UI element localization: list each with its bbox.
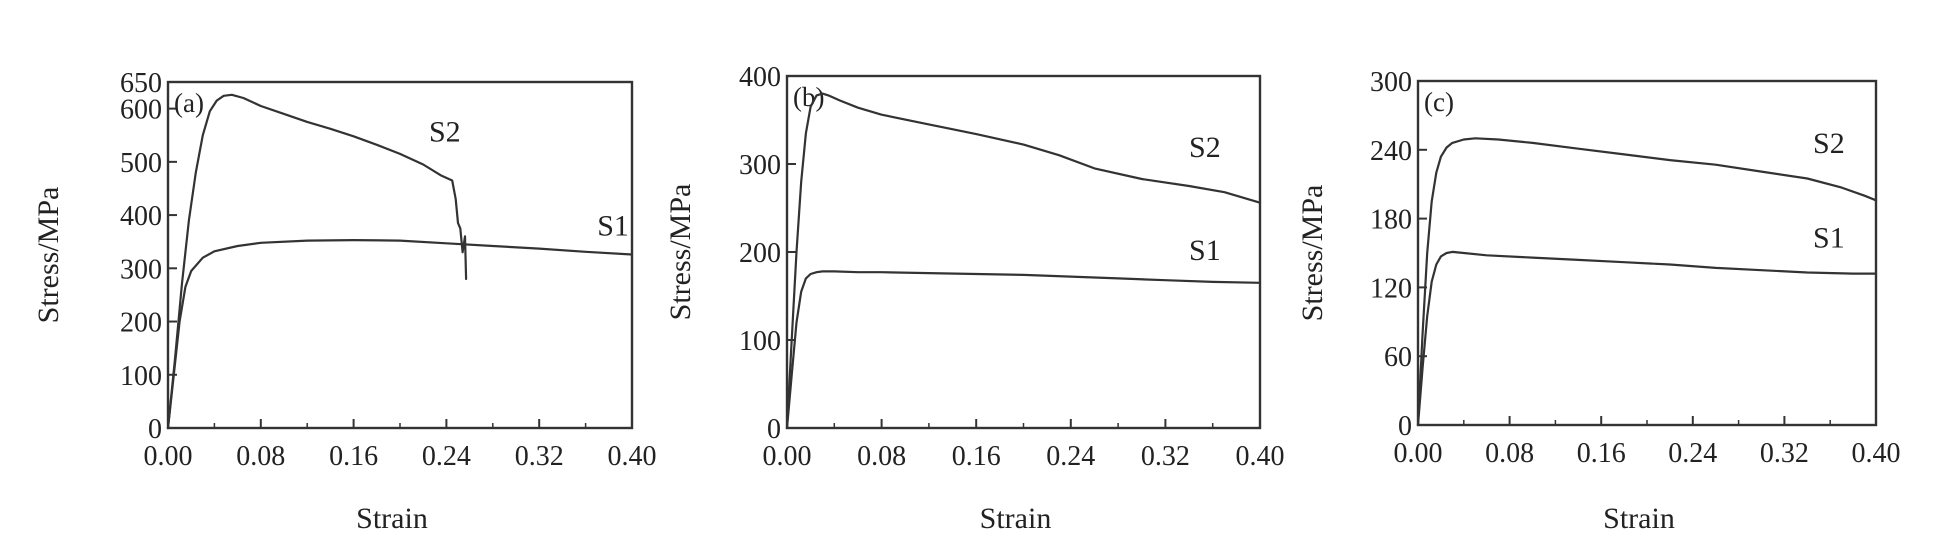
series-label-c-s1: S1: [1813, 221, 1845, 254]
x-tick-label-a-2: 0.16: [329, 441, 378, 472]
y-tick-label-c-2: 120: [1370, 273, 1412, 304]
x-tick-label-a-0: 0.00: [144, 441, 193, 472]
x-tick-label-b-0: 0.00: [763, 441, 812, 472]
panel-label-a: (a): [174, 88, 204, 118]
y-tick-label-b-3: 300: [739, 150, 781, 181]
series-line-b-s1: [785, 270, 1262, 430]
y-tick-label-a-2: 200: [120, 308, 162, 339]
x-tick-label-a-4: 0.32: [515, 441, 564, 472]
y-tick-label-b-0: 0: [767, 414, 781, 445]
y-tick-label-b-4: 400: [739, 62, 781, 93]
series-label-b-s1: S1: [1189, 234, 1221, 267]
series-line-b-s2: [785, 92, 1262, 430]
y-tick-label-a-6: 600: [120, 95, 162, 126]
y-tick-label-b-1: 100: [739, 326, 781, 357]
y-tick-label-c-3: 180: [1370, 205, 1412, 236]
series-line-a-s2: [166, 93, 468, 430]
y-tick-label-c-1: 60: [1384, 342, 1412, 373]
y-tick-label-c-5: 300: [1370, 67, 1412, 98]
panel-label-c: (c): [1424, 87, 1454, 117]
panel-a: 0.00 0.08 0.16 0.24 0.32 0.40 0 100 200 300 400 500…: [32, 68, 657, 535]
panel-b: 0.00 0.08 0.16 0.24 0.32 0.40 0 100 200 300 400 Str…: [664, 62, 1285, 535]
series-line-a-s1: [166, 239, 634, 430]
y-tick-label-a-0: 0: [148, 414, 162, 445]
x-tick-label-b-1: 0.08: [857, 441, 906, 472]
y-tick-label-c-0: 0: [1398, 411, 1412, 442]
series-label-a-s2: S2: [429, 116, 461, 149]
y-tick-label-b-2: 200: [739, 238, 781, 269]
y-tick-label-c-4: 240: [1370, 136, 1412, 167]
y-tick-label-a-5: 500: [120, 148, 162, 179]
series-label-a-s1: S1: [597, 209, 629, 242]
series-label-b-s2: S2: [1189, 131, 1221, 164]
x-tick-label-b-5: 0.40: [1236, 441, 1285, 472]
panel-label-b: (b): [793, 82, 824, 112]
x-tick-label-c-0: 0.00: [1394, 438, 1443, 469]
x-tick-label-c-3: 0.24: [1668, 438, 1717, 469]
y-axis-title-b: Stress/MPa: [664, 184, 697, 321]
plot-frame-c: [1416, 79, 1878, 427]
panel-c: 0.00 0.08 0.16 0.24 0.32 0.40 0 60 120 180 240 300 S…: [1296, 67, 1901, 535]
x-tick-label-a-3: 0.24: [422, 441, 471, 472]
x-axis-title-b: Strain: [980, 502, 1052, 535]
y-tick-label-a-4: 400: [120, 201, 162, 232]
series-line-c-s1: [1416, 250, 1878, 427]
y-tick-label-a-7: 650: [120, 68, 162, 99]
y-tick-label-a-3: 300: [120, 254, 162, 285]
x-tick-label-c-5: 0.40: [1852, 438, 1901, 469]
x-axis-title-c: Strain: [1603, 502, 1675, 535]
series-label-c-s2: S2: [1813, 127, 1845, 160]
y-axis-title-a: Stress/MPa: [32, 187, 65, 324]
x-tick-label-b-2: 0.16: [952, 441, 1001, 472]
x-tick-label-b-3: 0.24: [1046, 441, 1095, 472]
plot-frame-a: [166, 80, 634, 430]
x-axis-title-a: Strain: [356, 502, 428, 535]
x-tick-label-a-1: 0.08: [236, 441, 285, 472]
x-tick-label-a-5: 0.40: [608, 441, 657, 472]
y-tick-label-a-1: 100: [120, 361, 162, 392]
series-line-c-s2: [1416, 137, 1878, 427]
x-tick-label-b-4: 0.32: [1141, 441, 1190, 472]
y-axis-title-c: Stress/MPa: [1296, 185, 1329, 322]
x-tick-label-c-2: 0.16: [1577, 438, 1626, 469]
x-tick-label-c-1: 0.08: [1485, 438, 1534, 469]
x-tick-label-c-4: 0.32: [1760, 438, 1809, 469]
